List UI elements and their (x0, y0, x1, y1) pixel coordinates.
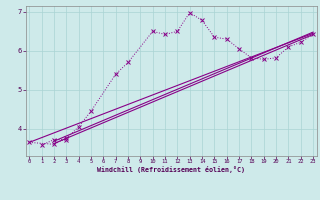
X-axis label: Windchill (Refroidissement éolien,°C): Windchill (Refroidissement éolien,°C) (97, 166, 245, 173)
